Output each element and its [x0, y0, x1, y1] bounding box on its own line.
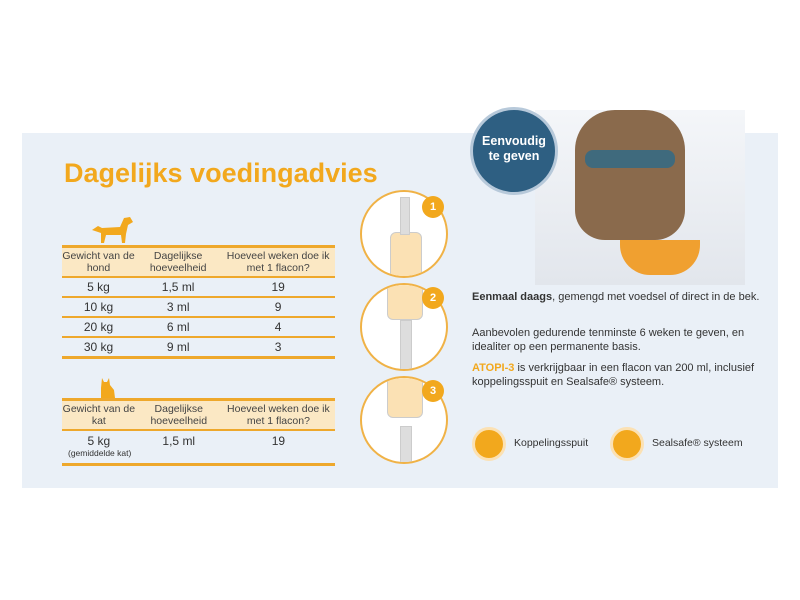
table-row: 5 kg 1,5 ml 19 — [62, 277, 335, 298]
cat-note: (gemiddelde kat) — [68, 448, 132, 458]
table-row: 30 kg 9 ml 3 — [62, 337, 335, 359]
dog-photo — [535, 110, 745, 285]
step-number: 2 — [422, 287, 444, 309]
duration-text: Aanbevolen gedurende tenminste 6 weken t… — [472, 327, 745, 353]
step-2-illustration — [360, 283, 448, 371]
col-header: Hoeveel weken doe ik met 1 flacon? — [221, 245, 335, 278]
availability-text: ATOPI-3 is verkrijgbaar in een flacon va… — [472, 362, 755, 388]
feature-label: Sealsafe® systeem — [652, 437, 743, 449]
dog-icon — [92, 217, 133, 243]
cat-icon — [101, 378, 115, 398]
syringe-icon — [472, 427, 506, 461]
col-header: Gewicht van de kat — [62, 398, 136, 431]
dosage-instruction: Eenmaal daags, gemengd met voedsel of di… — [472, 291, 760, 303]
easy-to-give-badge: Eenvoudig te geven — [470, 107, 558, 195]
col-header: Dagelijkse hoeveelheid — [135, 398, 222, 431]
step-number: 3 — [422, 380, 444, 402]
table-row: 5 kg (gemiddelde kat) 1,5 ml 19 — [62, 430, 335, 466]
col-header: Dagelijkse hoeveelheid — [135, 245, 222, 278]
step-number: 1 — [422, 196, 444, 218]
col-header: Hoeveel weken doe ik met 1 flacon? — [221, 398, 335, 431]
page-title: Dagelijks voedingadvies — [64, 158, 378, 188]
table-row: 10 kg 3 ml 9 — [62, 297, 335, 318]
feature-label: Koppelingsspuit — [514, 437, 589, 449]
col-header: Gewicht van de hond — [62, 245, 135, 278]
table-row: 20 kg 6 ml 4 — [62, 317, 335, 338]
dog-dosage-table: Gewicht van de hond Dagelijkse hoeveelhei… — [62, 245, 335, 359]
sealsafe-icon — [610, 427, 644, 461]
cat-dosage-table: Gewicht van de kat Dagelijkse hoeveelheid… — [62, 398, 335, 466]
